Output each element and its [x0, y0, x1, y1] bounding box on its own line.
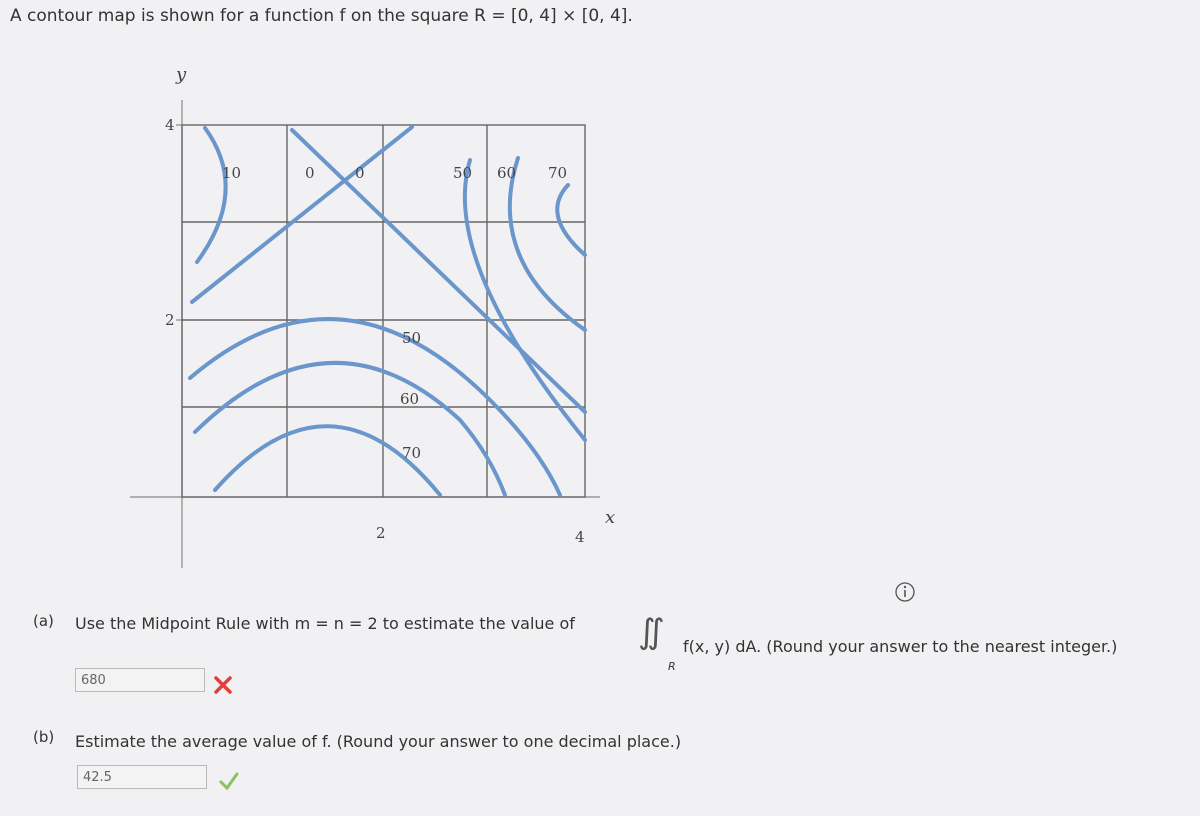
answer-input[interactable]: 42.5 [77, 765, 207, 789]
x-tick-label: 2 [376, 524, 386, 542]
contour-label: 10 [222, 164, 241, 182]
info-icon[interactable] [893, 580, 917, 604]
contour-label: 50 [402, 329, 421, 347]
correct-icon [219, 772, 239, 791]
x-axis-label: x [605, 507, 615, 528]
x-tick-label: 4 [575, 528, 585, 546]
incorrect-icon [214, 676, 232, 694]
contour-label: 50 [453, 164, 472, 182]
contour-label: 60 [400, 390, 419, 408]
contour-labels: 10 0 0 50 60 70 50 60 70 [222, 164, 567, 462]
y-axis-label: y [175, 64, 187, 85]
contour-label: 0 [305, 164, 315, 182]
part-b-text: Estimate the average value of f. (Round … [75, 732, 682, 751]
part-b-label: (b) [33, 728, 55, 746]
contour-label: 0 [355, 164, 365, 182]
part-a-tail: f(x, y) dA. (Round your answer to the ne… [683, 637, 1118, 656]
integral-region: R [668, 660, 676, 673]
contour-label: 60 [497, 164, 516, 182]
contour-label: 70 [548, 164, 567, 182]
integral-symbol: ∬ [638, 612, 665, 652]
axes [130, 100, 600, 568]
answer-input[interactable]: 680 [75, 668, 205, 692]
contour-map: 10 0 0 50 60 70 50 60 70 4 2 2 4 y x [130, 64, 615, 568]
part-a-text: Use the Midpoint Rule with m = n = 2 to … [75, 614, 575, 633]
intro: A contour map is shown for a function f … [10, 6, 633, 26]
tick-labels: 4 2 2 4 y x [165, 64, 615, 546]
grid [181, 124, 586, 498]
part-a-label: (a) [33, 612, 54, 630]
y-tick-label: 4 [165, 116, 175, 134]
contour-label: 70 [402, 444, 421, 462]
contours [188, 125, 587, 497]
y-tick-label: 2 [165, 311, 175, 329]
